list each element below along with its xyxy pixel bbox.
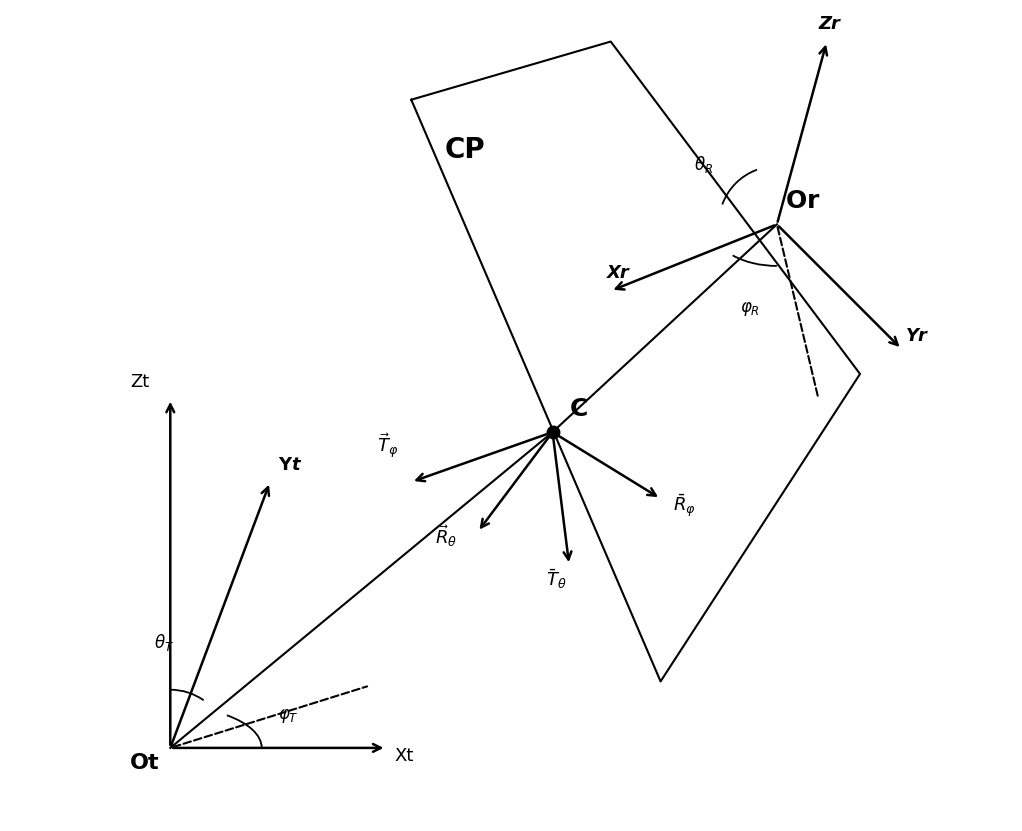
Text: Yr: Yr [905, 327, 928, 345]
Text: Zr: Zr [819, 15, 840, 33]
Text: $\varphi_T$: $\varphi_T$ [278, 707, 299, 725]
Text: $\bar{T}_{\theta}$: $\bar{T}_{\theta}$ [547, 568, 567, 591]
Text: Zt: Zt [130, 373, 149, 391]
Text: $\theta_R$: $\theta_R$ [694, 155, 713, 175]
Text: $\bar{R}_{\varphi}$: $\bar{R}_{\varphi}$ [673, 492, 696, 519]
Text: $\vec{R}_{\theta}$: $\vec{R}_{\theta}$ [434, 524, 457, 549]
Text: $\vec{T}_{\varphi}$: $\vec{T}_{\varphi}$ [377, 432, 399, 461]
Text: $\mathbf{C}$: $\mathbf{C}$ [569, 396, 588, 420]
Text: $\varphi_R$: $\varphi_R$ [740, 300, 759, 317]
Text: Xt: Xt [394, 747, 414, 765]
Text: CP: CP [445, 135, 485, 164]
Text: $\mathbf{Y}$t: $\mathbf{Y}$t [278, 455, 303, 474]
Text: $\theta_T$: $\theta_T$ [153, 632, 174, 653]
Text: $\mathbf{Ot}$: $\mathbf{Ot}$ [129, 753, 159, 773]
Text: Xr: Xr [607, 264, 630, 283]
Text: $\mathbf{Or}$: $\mathbf{Or}$ [785, 189, 821, 213]
